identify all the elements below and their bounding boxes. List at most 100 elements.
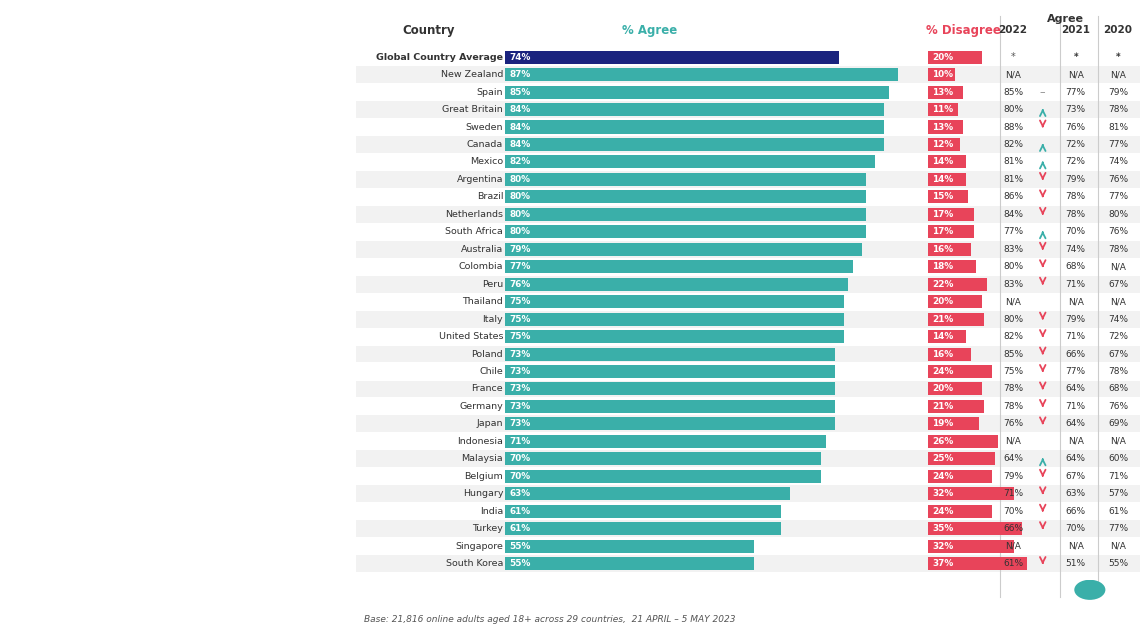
Text: 13%: 13% [933, 88, 953, 97]
Text: 17%: 17% [933, 227, 953, 236]
Text: N/A: N/A [1110, 70, 1126, 79]
Bar [928, 557, 1027, 570]
Text: 60%: 60% [1108, 454, 1129, 464]
Text: 71%: 71% [1003, 489, 1023, 498]
Text: 37%: 37% [933, 559, 953, 568]
Text: Thailand: Thailand [463, 297, 503, 306]
Bar [505, 243, 862, 256]
Text: 10%: 10% [933, 70, 953, 79]
Text: 71%: 71% [1066, 332, 1085, 341]
Text: Belgium: Belgium [464, 472, 503, 481]
Bar [356, 136, 1140, 153]
Bar [356, 241, 1140, 258]
Text: 76%: 76% [1108, 175, 1129, 184]
Bar [928, 347, 971, 361]
Bar [505, 365, 834, 378]
Text: 73%: 73% [510, 384, 530, 394]
Text: 63%: 63% [510, 489, 530, 498]
Text: N/A: N/A [1068, 297, 1084, 306]
Text: 77%: 77% [510, 262, 531, 271]
Bar [928, 365, 992, 378]
Text: 19%: 19% [933, 419, 953, 429]
Circle shape [1074, 580, 1106, 600]
Text: 20%: 20% [933, 384, 953, 394]
Bar [505, 522, 781, 535]
Text: *: * [1074, 52, 1078, 62]
Text: 67%: 67% [1066, 472, 1085, 481]
Text: 61%: 61% [510, 524, 530, 533]
Bar [928, 487, 1013, 500]
Text: Peru: Peru [482, 279, 503, 289]
Text: 70%: 70% [1066, 524, 1085, 533]
Text: 17%: 17% [933, 210, 953, 219]
Text: 66%: 66% [1066, 507, 1085, 516]
Text: 16%: 16% [933, 349, 953, 359]
Text: 68%: 68% [1066, 262, 1085, 271]
Bar [356, 380, 1140, 398]
Text: 26%: 26% [933, 437, 953, 446]
Text: 11%: 11% [933, 105, 953, 114]
Bar [505, 277, 848, 291]
Text: 67%: 67% [1108, 279, 1129, 289]
Text: Germany: Germany [459, 402, 503, 411]
Text: 72%: 72% [1066, 157, 1085, 166]
Text: People should be able to take: People should be able to take [31, 97, 245, 109]
Bar [505, 103, 885, 116]
Text: N/A: N/A [1110, 262, 1126, 271]
Text: Global Country Average: Global Country Average [376, 53, 503, 62]
Text: 24%: 24% [933, 367, 953, 376]
Text: 64%: 64% [1066, 419, 1085, 429]
Text: 73%: 73% [510, 419, 530, 429]
Text: *: * [1010, 52, 1016, 62]
Text: 79%: 79% [1066, 175, 1085, 184]
Text: 78%: 78% [1003, 402, 1023, 411]
Text: –: – [1040, 87, 1045, 97]
Text: 79%: 79% [1108, 88, 1129, 97]
Bar [928, 260, 976, 273]
Bar [928, 225, 974, 238]
Text: 81%: 81% [1003, 157, 1023, 166]
Text: India: India [480, 507, 503, 516]
Text: 72%: 72% [1108, 332, 1129, 341]
Text: Canada: Canada [467, 140, 503, 149]
Text: 87%: 87% [510, 70, 530, 79]
Text: N/A: N/A [1110, 437, 1126, 446]
Bar [505, 173, 866, 186]
Text: Argentina: Argentina [457, 175, 503, 184]
Bar [928, 277, 987, 291]
Text: 14%: 14% [933, 157, 953, 166]
Bar [505, 68, 898, 81]
Text: Japan: Japan [477, 419, 503, 429]
Text: 15%: 15% [933, 192, 953, 201]
Text: 32%: 32% [933, 542, 953, 551]
Text: 71%: 71% [510, 437, 530, 446]
Text: 2022: 2022 [999, 25, 1027, 36]
Text: 20%: 20% [933, 53, 953, 62]
Text: 78%: 78% [1003, 384, 1023, 394]
Text: 78%: 78% [1066, 192, 1085, 201]
Text: 61%: 61% [1003, 559, 1023, 568]
Text: Chile: Chile [480, 367, 503, 376]
Bar [505, 435, 825, 448]
Text: Mexico: Mexico [470, 157, 503, 166]
Text: 69%: 69% [1108, 419, 1129, 429]
Bar [928, 68, 955, 81]
Text: 82%: 82% [1003, 140, 1023, 149]
Text: 80%: 80% [510, 227, 530, 236]
Text: 55%: 55% [1108, 559, 1129, 568]
Bar [356, 171, 1140, 188]
Text: 64%: 64% [1003, 454, 1023, 464]
Bar [505, 452, 821, 465]
Text: 64%: 64% [1066, 454, 1085, 464]
Text: *: * [1116, 52, 1121, 62]
Text: 80%: 80% [1003, 262, 1023, 271]
Text: 73%: 73% [510, 367, 530, 376]
Text: 70%: 70% [1003, 507, 1023, 516]
Text: 83%: 83% [1003, 279, 1023, 289]
Text: % Disagree: % Disagree [926, 24, 1001, 37]
Text: 20%: 20% [933, 297, 953, 306]
Bar [356, 485, 1140, 502]
Text: South Korea: South Korea [446, 559, 503, 568]
Text: 73%: 73% [510, 402, 530, 411]
Text: 14%: 14% [933, 175, 953, 184]
